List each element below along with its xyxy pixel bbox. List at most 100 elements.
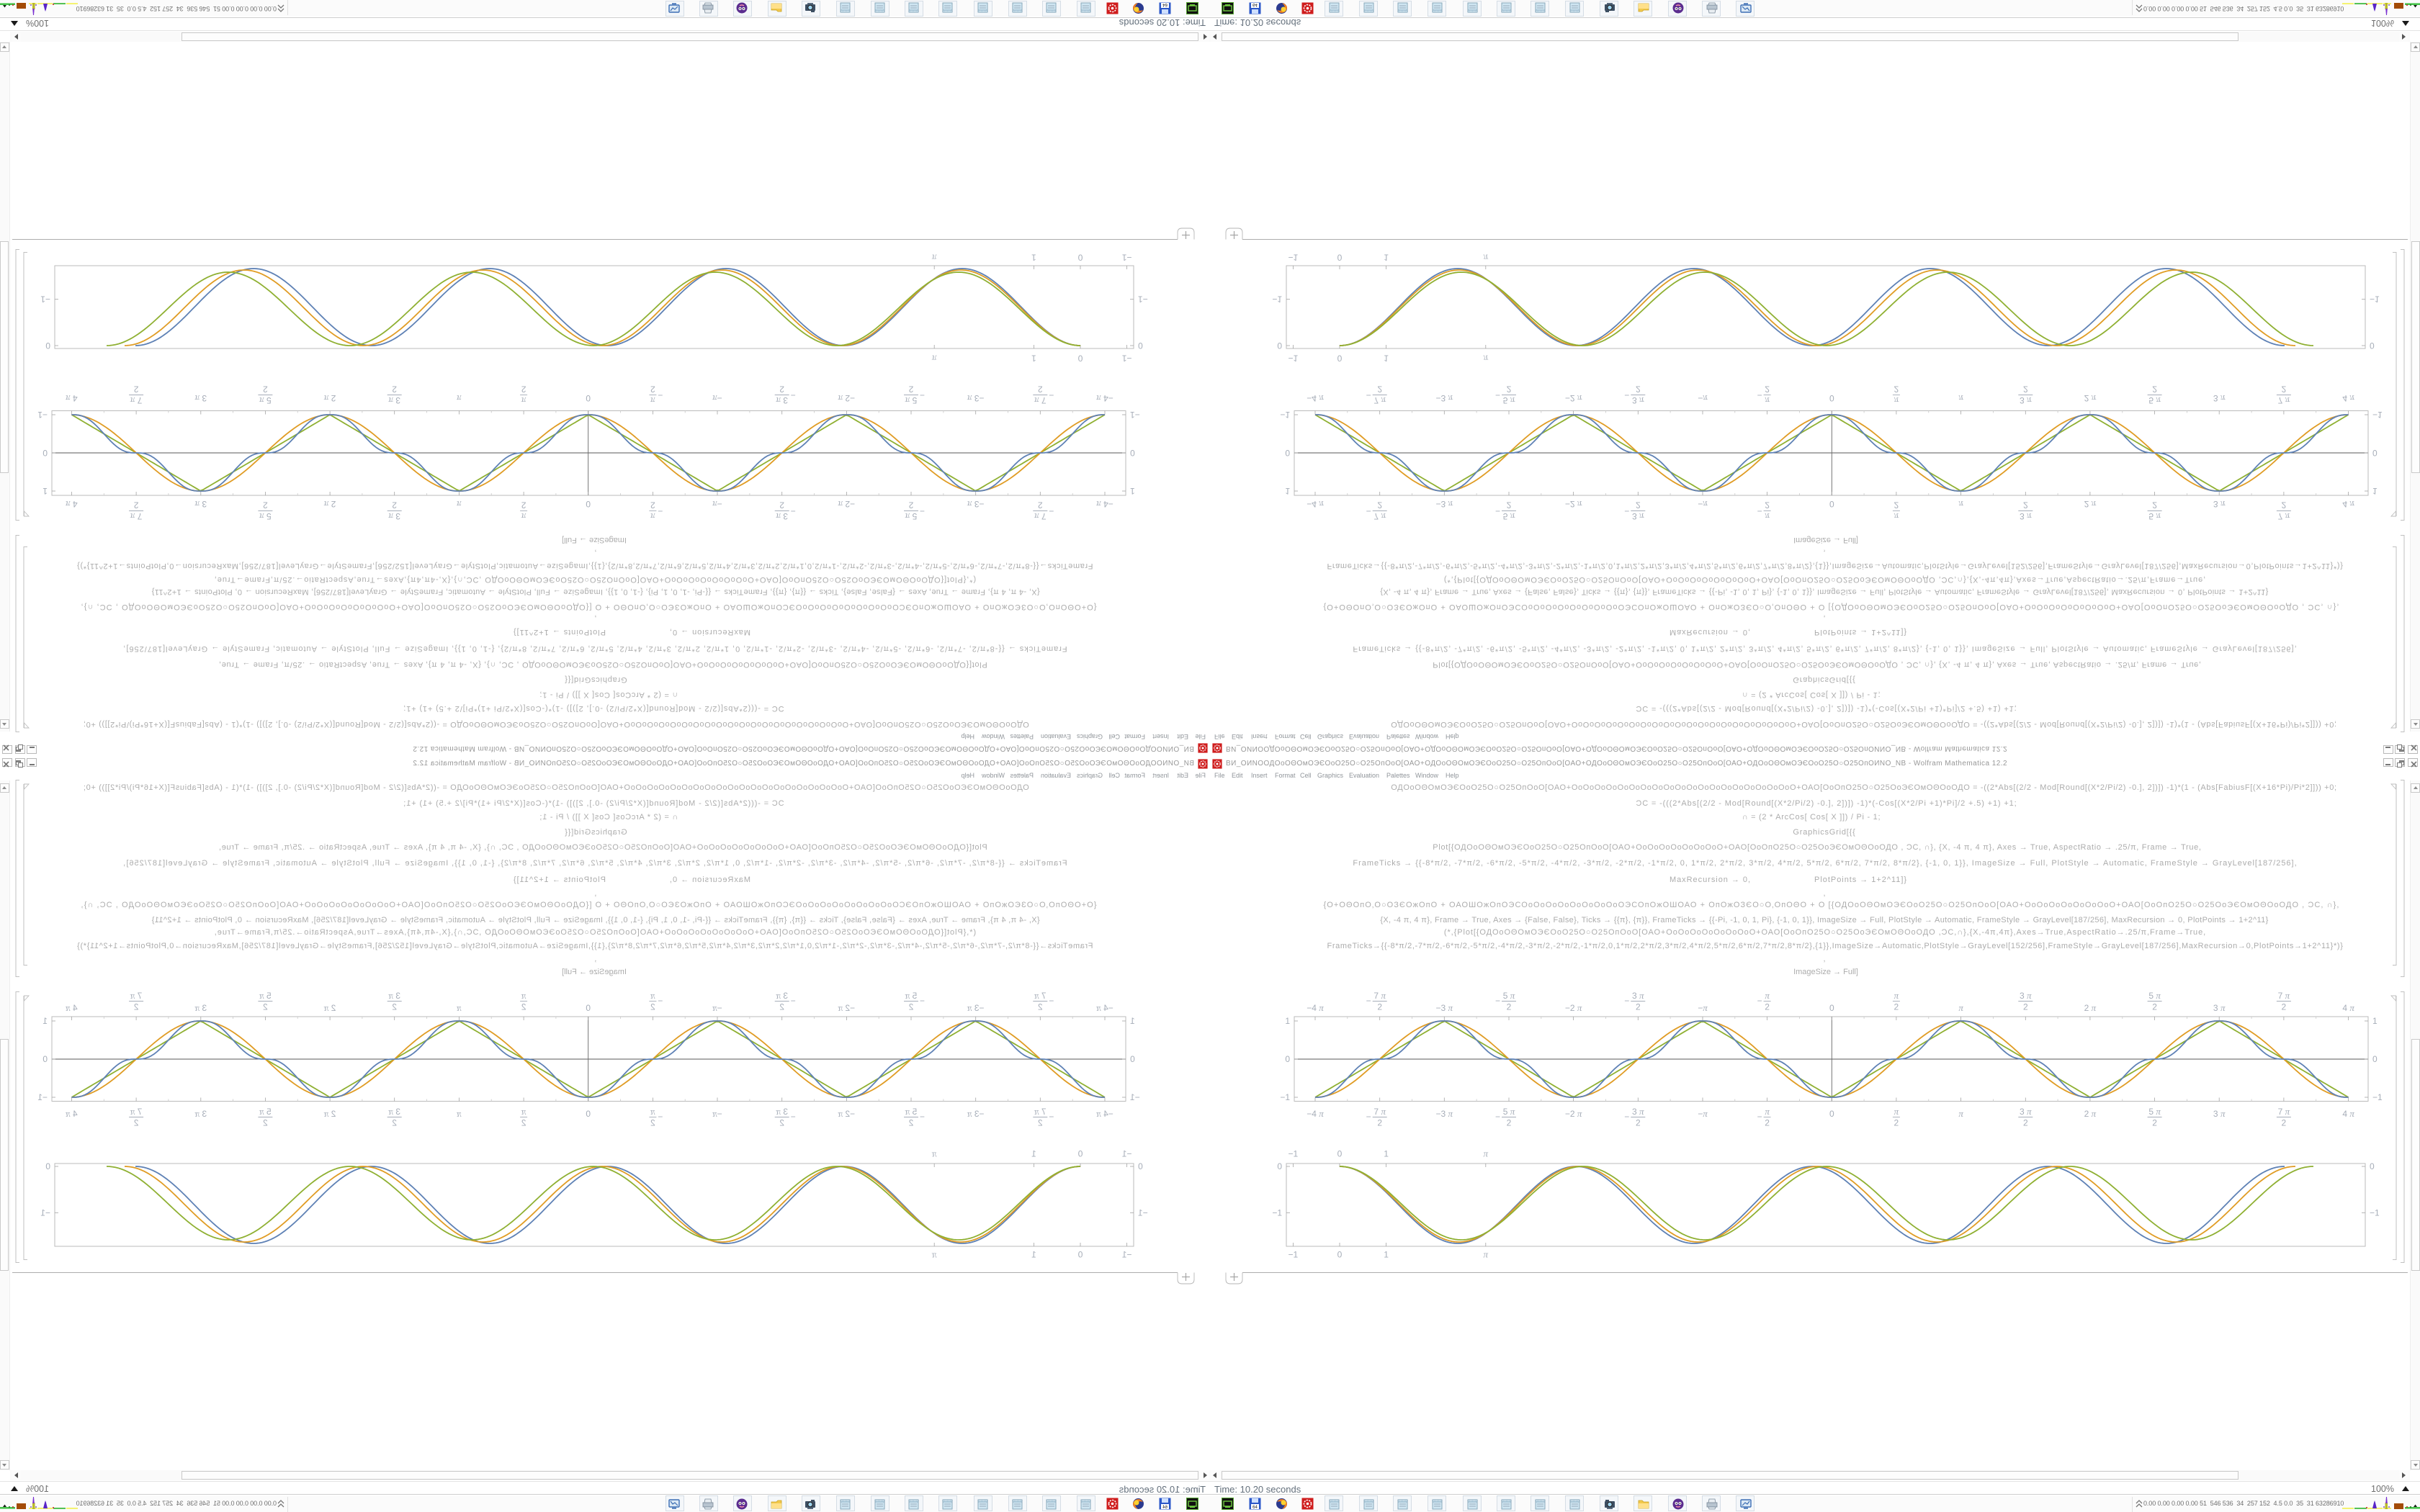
svg-text:π: π bbox=[1958, 393, 1963, 404]
svg-text:−2 π: −2 π bbox=[1565, 499, 1582, 510]
svg-text:π: π bbox=[1484, 354, 1489, 364]
svg-text:0: 0 bbox=[586, 1003, 591, 1013]
svg-text:−: − bbox=[920, 996, 925, 1006]
svg-text:2: 2 bbox=[1377, 500, 1382, 510]
svg-text:2: 2 bbox=[263, 384, 268, 395]
svg-text:−π: −π bbox=[712, 393, 722, 404]
svg-text:1: 1 bbox=[1031, 1250, 1036, 1260]
svg-text:0: 0 bbox=[1285, 1054, 1290, 1064]
svg-text:2 π: 2 π bbox=[2084, 1108, 2097, 1119]
svg-text:π: π bbox=[931, 354, 936, 364]
svg-text:−2 π: −2 π bbox=[1565, 1108, 1582, 1119]
svg-text:1: 1 bbox=[1384, 1149, 1389, 1159]
svg-text:−: − bbox=[920, 506, 925, 516]
svg-text:−: − bbox=[1049, 1112, 1054, 1122]
svg-text:0: 0 bbox=[1138, 341, 1143, 351]
svg-text:−1: −1 bbox=[1272, 1207, 1282, 1218]
svg-text:0: 0 bbox=[1277, 341, 1282, 351]
svg-text:−: − bbox=[1624, 506, 1629, 516]
svg-text:2: 2 bbox=[1636, 1118, 1641, 1128]
svg-text:0: 0 bbox=[45, 341, 50, 351]
svg-text:2: 2 bbox=[133, 1002, 138, 1012]
svg-text:64: 64 bbox=[1162, 2, 1168, 6]
svg-text:π: π bbox=[1894, 511, 1899, 522]
svg-text:−4 π: −4 π bbox=[1096, 1108, 1113, 1119]
svg-text:2: 2 bbox=[1038, 1002, 1043, 1012]
svg-text:−: − bbox=[1495, 1112, 1500, 1122]
svg-text:2: 2 bbox=[2023, 1002, 2028, 1012]
svg-text:−3 π: −3 π bbox=[1436, 1108, 1453, 1119]
svg-text:2 π: 2 π bbox=[323, 499, 336, 510]
svg-text:−: − bbox=[658, 996, 663, 1006]
svg-text:0: 0 bbox=[2370, 341, 2375, 351]
svg-text:−3 π: −3 π bbox=[967, 393, 984, 404]
svg-text:−1: −1 bbox=[1130, 410, 1140, 420]
svg-text:−: − bbox=[1624, 1112, 1629, 1122]
svg-text:π: π bbox=[521, 990, 526, 1001]
svg-text:−4 π: −4 π bbox=[1307, 1002, 1324, 1013]
svg-text:π: π bbox=[1765, 511, 1770, 522]
svg-text:−: − bbox=[1049, 506, 1054, 516]
svg-text:5 π: 5 π bbox=[905, 1106, 917, 1117]
svg-text:2: 2 bbox=[1765, 500, 1770, 510]
svg-text:2: 2 bbox=[1894, 1118, 1899, 1128]
svg-text:−1: −1 bbox=[1272, 294, 1282, 305]
svg-text:3 π: 3 π bbox=[2213, 1002, 2226, 1013]
svg-text:0: 0 bbox=[1130, 1054, 1135, 1064]
svg-text:2: 2 bbox=[908, 1002, 913, 1012]
svg-text:0: 0 bbox=[1337, 1149, 1343, 1159]
svg-text:π: π bbox=[521, 1106, 526, 1117]
svg-text:π: π bbox=[1894, 395, 1899, 406]
svg-text:2: 2 bbox=[263, 1118, 268, 1128]
svg-text:2: 2 bbox=[1038, 1118, 1043, 1128]
svg-text:5 π: 5 π bbox=[1503, 1106, 1515, 1117]
svg-text:2: 2 bbox=[1038, 384, 1043, 395]
svg-text:π: π bbox=[1894, 1106, 1899, 1117]
svg-text:0: 0 bbox=[1285, 448, 1290, 458]
svg-text:0: 0 bbox=[1829, 393, 1834, 403]
svg-text:−: − bbox=[1366, 996, 1371, 1006]
svg-text:1: 1 bbox=[1285, 1016, 1290, 1026]
svg-text:−1: −1 bbox=[1121, 354, 1131, 364]
svg-text:−3 π: −3 π bbox=[967, 1002, 984, 1013]
svg-text:0: 0 bbox=[586, 1109, 591, 1119]
svg-text:−1: −1 bbox=[2372, 1092, 2383, 1102]
svg-text:2: 2 bbox=[650, 1002, 655, 1012]
svg-text:2: 2 bbox=[1636, 384, 1641, 395]
svg-text:2: 2 bbox=[521, 384, 526, 395]
svg-text:2: 2 bbox=[650, 500, 655, 510]
svg-text:2: 2 bbox=[263, 1002, 268, 1012]
svg-text:2: 2 bbox=[2282, 1002, 2287, 1012]
svg-text:2: 2 bbox=[1507, 500, 1512, 510]
svg-text:3 π: 3 π bbox=[388, 1106, 400, 1117]
svg-text:−: − bbox=[920, 390, 925, 400]
svg-text:π: π bbox=[931, 1249, 936, 1260]
svg-text:7 π: 7 π bbox=[2278, 1106, 2290, 1117]
svg-text:5 π: 5 π bbox=[2148, 990, 2161, 1001]
svg-text:2: 2 bbox=[908, 500, 913, 510]
svg-text:2: 2 bbox=[1507, 384, 1512, 395]
svg-text:2: 2 bbox=[1507, 1002, 1512, 1012]
svg-text:−3 π: −3 π bbox=[1436, 393, 1453, 404]
svg-text:3 π: 3 π bbox=[2020, 990, 2032, 1001]
svg-text:π: π bbox=[457, 1108, 462, 1119]
svg-text:π: π bbox=[1484, 253, 1489, 264]
svg-text:2: 2 bbox=[779, 1118, 784, 1128]
svg-text:0: 0 bbox=[1138, 1161, 1143, 1171]
svg-text:7 π: 7 π bbox=[130, 1106, 142, 1117]
svg-text:0: 0 bbox=[1077, 1250, 1083, 1260]
svg-text:3 π: 3 π bbox=[194, 1108, 207, 1119]
svg-text:1: 1 bbox=[1285, 486, 1290, 496]
svg-text:7 π: 7 π bbox=[130, 990, 142, 1001]
svg-text:5 π: 5 π bbox=[2148, 395, 2161, 406]
svg-text:−4 π: −4 π bbox=[1307, 393, 1324, 404]
svg-text:3 π: 3 π bbox=[1632, 990, 1644, 1001]
svg-text:−3 π: −3 π bbox=[967, 1108, 984, 1119]
svg-text:−: − bbox=[1495, 996, 1500, 1006]
svg-text:3 π: 3 π bbox=[194, 393, 207, 404]
svg-text:2: 2 bbox=[779, 1002, 784, 1012]
svg-text:2: 2 bbox=[2282, 500, 2287, 510]
svg-text:−π: −π bbox=[1698, 393, 1708, 404]
svg-text:−π: −π bbox=[712, 499, 722, 510]
svg-text:π: π bbox=[650, 1106, 655, 1117]
